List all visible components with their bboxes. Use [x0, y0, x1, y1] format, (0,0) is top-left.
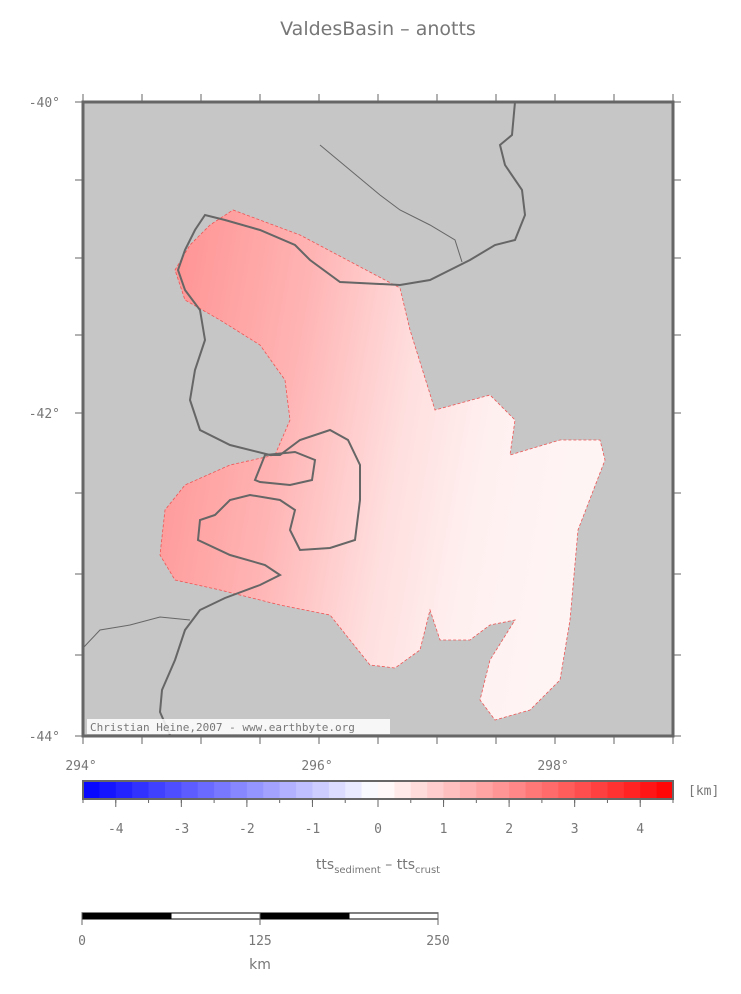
colorbar-cell	[574, 781, 592, 799]
colorbar-cell	[312, 781, 330, 799]
label-part: sediment	[334, 865, 381, 876]
credit: Christian Heine,2007 - www.earthbyte.org	[90, 721, 355, 734]
scalebar-label: 250	[426, 934, 449, 949]
colorbar-cell	[459, 781, 477, 799]
colorbar-tick-label: -3	[174, 822, 190, 837]
colorbar-tick-label: 2	[505, 822, 513, 837]
colorbar-tick-label: -4	[108, 822, 124, 837]
colorbar-cell	[476, 781, 494, 799]
colorbar-cell	[427, 781, 445, 799]
colorbar-cell	[214, 781, 231, 799]
colorbar-cell	[656, 781, 674, 799]
scalebar-segment	[348, 912, 439, 920]
colorbar-cell	[607, 781, 625, 799]
colorbar-tick-label: -1	[305, 822, 321, 837]
colorbar-tick-label: -2	[239, 822, 255, 837]
colorbar-label: ttssediment – ttscrust	[316, 857, 440, 876]
colorbar-cell	[230, 781, 248, 799]
colorbar-cell	[148, 781, 166, 799]
border	[82, 144, 463, 649]
colorbar-cell	[99, 781, 117, 799]
lat-label: -42°	[29, 407, 60, 422]
scalebar-segment	[170, 912, 261, 920]
lon-label: 294°	[65, 759, 96, 774]
colorbar-cell	[197, 781, 215, 799]
scalebar-label: 125	[248, 934, 271, 949]
lat-label: -40°	[29, 96, 60, 111]
colorbar-cell	[328, 781, 346, 799]
colorbar-cell	[361, 781, 379, 799]
lon-label: 298°	[537, 759, 568, 774]
colorbar-tick-label: 0	[374, 822, 382, 837]
colorbar-cell	[525, 781, 543, 799]
colorbar-cell	[509, 781, 526, 799]
colorbar-cell	[394, 781, 412, 799]
credit-box	[87, 719, 390, 734]
colorbar-cell	[541, 781, 559, 799]
colorbar-cell	[443, 781, 461, 799]
colorbar-cell	[558, 781, 576, 799]
colorbar-cell	[492, 781, 510, 799]
colorbar-cell	[115, 781, 133, 799]
label-part: crust	[415, 865, 440, 876]
scalebar-segment	[259, 912, 350, 920]
colorbar-cell	[279, 781, 297, 799]
colorbar-cell	[378, 781, 395, 799]
colorbar-cell	[132, 781, 150, 799]
coastline	[158, 101, 527, 736]
colorbar-cell	[246, 781, 264, 799]
colorbar-cell	[164, 781, 182, 799]
colorbar-cell	[83, 781, 100, 799]
colorbar-cell	[623, 781, 641, 799]
data-field	[159, 209, 606, 721]
colorbar-unit: [km]	[688, 784, 719, 799]
colorbar-cell	[296, 781, 313, 799]
label-part: – tts	[381, 857, 415, 873]
lat-label: -44°	[29, 730, 60, 745]
colorbar-cell	[263, 781, 281, 799]
scalebar-segment	[81, 912, 172, 920]
title: ValdesBasin – anotts	[280, 18, 476, 40]
colorbar-tick-label: 3	[571, 822, 579, 837]
scalebar-unit: km	[249, 957, 271, 973]
lon-label: 296°	[301, 759, 332, 774]
scalebar-label: 0	[78, 934, 86, 949]
colorbar-cell	[410, 781, 428, 799]
colorbar-cell	[640, 781, 658, 799]
colorbar-cell	[345, 781, 363, 799]
colorbar-tick-label: 4	[636, 822, 644, 837]
colorbar-cell	[181, 781, 199, 799]
label-part: tts	[316, 857, 334, 873]
colorbar-tick-label: 1	[440, 822, 448, 837]
colorbar-cell	[591, 781, 608, 799]
